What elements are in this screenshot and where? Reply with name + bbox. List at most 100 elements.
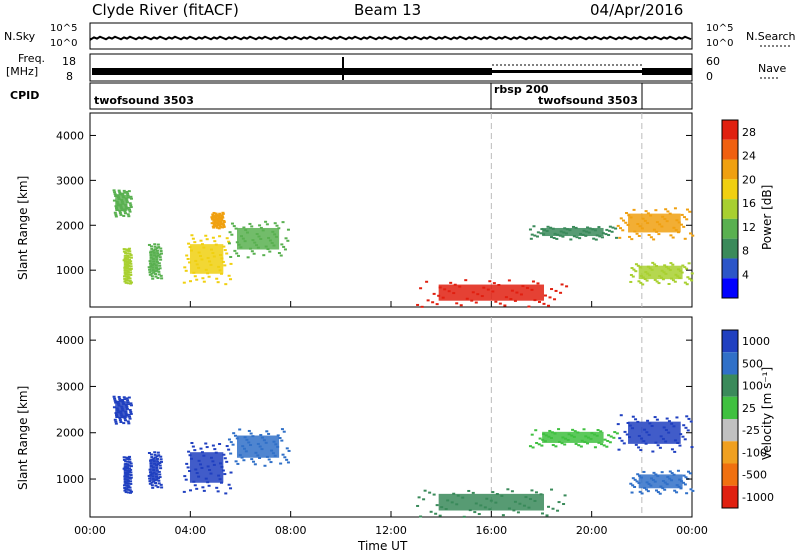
echo-cell: [547, 304, 551, 307]
echo-cell: [634, 270, 638, 273]
echo-cell: [532, 225, 536, 228]
echo-cell: [229, 487, 233, 490]
echo-cell: [282, 430, 286, 433]
y-tick-label: 1000: [56, 473, 84, 486]
echo-cell: [148, 477, 152, 480]
echo-cell: [494, 300, 498, 303]
echo-cell: [113, 191, 117, 194]
echo-cell: [159, 458, 163, 461]
echo-cell: [535, 235, 539, 238]
echo-cell: [549, 226, 553, 229]
echo-cell: [154, 273, 158, 276]
echo-cell: [670, 472, 674, 475]
echo-cell: [216, 490, 220, 493]
echo-cell: [128, 415, 132, 418]
echo-cell: [573, 430, 577, 433]
echo-cell: [214, 213, 218, 216]
echo-cell: [159, 467, 163, 470]
echo-cell: [619, 217, 623, 220]
echo-cell: [592, 237, 596, 240]
echo-cell: [682, 225, 686, 228]
echo-cell: [152, 249, 156, 252]
echo-cell: [159, 274, 163, 277]
echo-cell: [128, 455, 132, 458]
echo-cell: [670, 448, 674, 451]
echo-cell: [129, 402, 133, 405]
nsky-trace: [90, 35, 692, 41]
echo-patch: [149, 458, 159, 481]
echo-cell: [586, 226, 590, 229]
velocity-cbar-label: Velocity [m s⁻¹]: [760, 366, 774, 460]
echo-cell: [687, 417, 691, 420]
echo-cell: [153, 453, 157, 456]
echo-cell: [263, 464, 267, 467]
echo-cell: [150, 247, 154, 250]
echo-cell: [557, 428, 561, 431]
echo-cell: [201, 486, 205, 489]
echo-cell: [129, 195, 133, 198]
echo-cell: [150, 456, 154, 459]
echo-cell: [219, 272, 223, 275]
echo-cell: [122, 214, 126, 217]
echo-cell: [152, 271, 156, 274]
echo-cell: [126, 277, 130, 280]
echo-cell: [229, 255, 233, 258]
echo-cell: [675, 491, 679, 494]
echo-cell: [126, 458, 130, 461]
date-title: 04/Apr/2016: [590, 1, 684, 19]
echo-cell: [211, 444, 215, 447]
echo-cell: [492, 282, 496, 285]
echo-cell: [431, 301, 435, 304]
freq-tick-bottom: 8: [66, 70, 73, 83]
echo-cell: [204, 234, 208, 237]
echo-cell: [219, 225, 223, 228]
echo-cell: [223, 457, 227, 460]
colorbar-segment: [722, 199, 738, 219]
x-tick-label: 16:00: [475, 524, 507, 537]
echo-cell: [129, 490, 133, 493]
echo-cell: [229, 262, 233, 265]
echo-cell: [129, 462, 133, 465]
echo-cell: [127, 476, 131, 479]
echo-cell: [151, 486, 155, 489]
echo-cell: [127, 457, 131, 459]
echo-cell: [488, 280, 492, 283]
echo-cell: [125, 275, 129, 278]
echo-cell: [560, 442, 564, 445]
echo-cell: [156, 268, 160, 271]
freq-band-1: [92, 68, 492, 75]
echo-cell: [685, 415, 689, 418]
echo-cell: [560, 283, 564, 286]
echo-cell: [279, 462, 283, 465]
y-tick-label: 4000: [56, 334, 84, 347]
echo-cell: [545, 514, 549, 517]
echo-cell: [664, 208, 668, 211]
echo-cell: [675, 416, 679, 419]
echo-cell: [629, 482, 633, 485]
echo-cell: [221, 223, 225, 226]
echo-cell: [148, 480, 152, 483]
echo-cell: [655, 418, 659, 421]
echo-cell: [548, 429, 552, 432]
colorbar-tick-label: -500: [742, 469, 767, 482]
x-tick-label: 08:00: [275, 524, 307, 537]
echo-cell: [160, 277, 164, 280]
echo-cell: [646, 490, 650, 493]
echo-cell: [550, 236, 554, 239]
nave-label: Nave: [758, 62, 787, 75]
echo-cell: [600, 443, 604, 446]
echo-cell: [417, 496, 421, 499]
y-tick-label: 2000: [56, 219, 84, 232]
echo-cell: [252, 252, 256, 255]
echo-cell: [160, 486, 164, 489]
echo-cell: [671, 263, 675, 266]
echo-cell: [557, 501, 561, 504]
power-ylabel: Slant Range [km]: [16, 175, 30, 280]
echo-cell: [531, 280, 535, 283]
colorbar-segment: [722, 352, 738, 375]
echo-cell: [125, 190, 129, 193]
cpid-panel-frame: [89, 82, 693, 110]
echo-cell: [125, 278, 129, 281]
colorbar-tick-label: 100: [742, 380, 763, 393]
echo-cell: [199, 447, 203, 450]
